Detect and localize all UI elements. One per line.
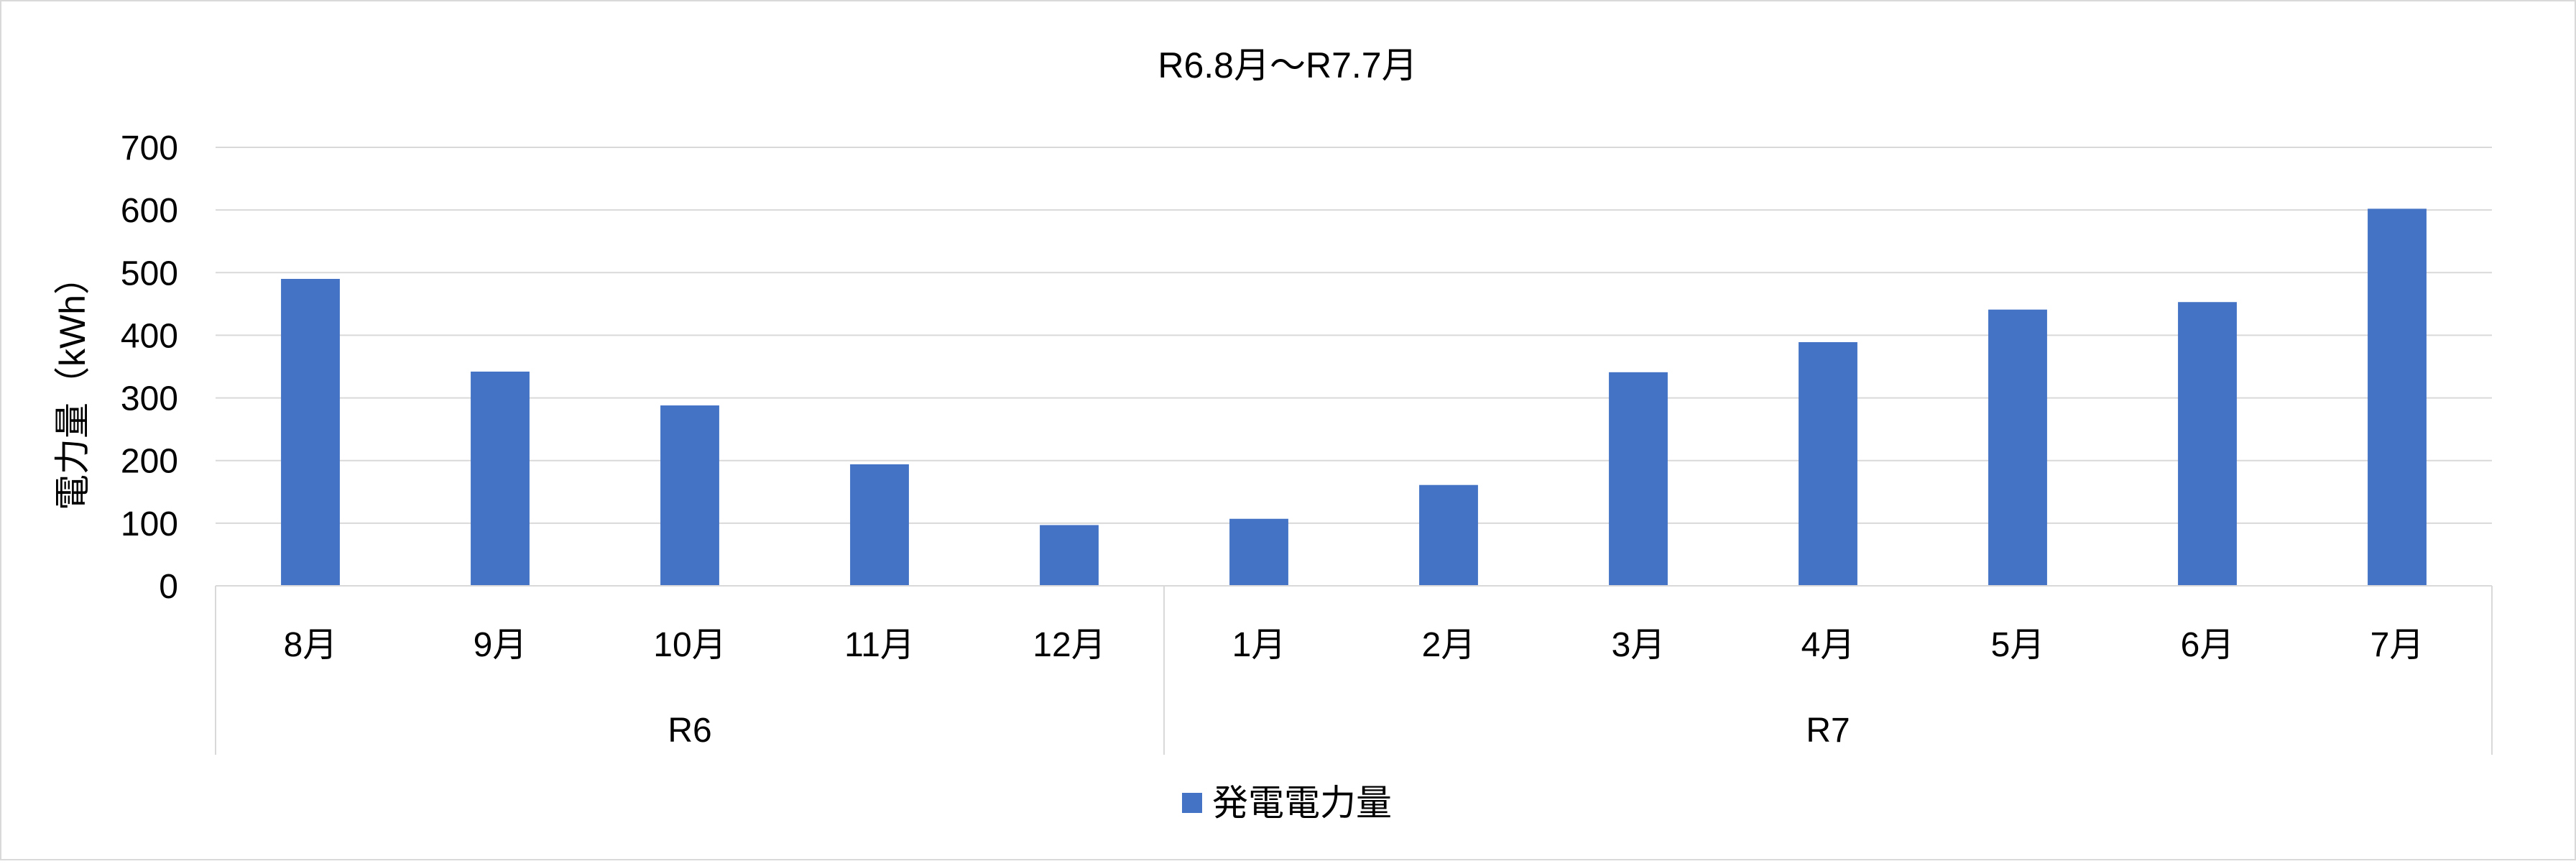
y-tick-label: 600 bbox=[121, 192, 178, 230]
x-tick-label: 5月 bbox=[1991, 626, 2045, 664]
y-tick-labels: 0 100 200 300 400 500 600 700 bbox=[121, 129, 178, 606]
x-tick-label: 11月 bbox=[844, 626, 915, 664]
x-tick-label: 6月 bbox=[2181, 626, 2235, 664]
x-tick-label: 12月 bbox=[1033, 626, 1105, 664]
bar bbox=[1229, 518, 1288, 586]
y-tick-label: 700 bbox=[121, 129, 178, 167]
x-tick-label: 8月 bbox=[284, 626, 338, 664]
x-tick-label: 4月 bbox=[1801, 626, 1855, 664]
x-tick-label: 9月 bbox=[474, 626, 527, 664]
legend: 発電電力量 bbox=[1182, 783, 1392, 823]
y-axis-label: 電力量（kWh） bbox=[52, 259, 93, 510]
x-group-label: R7 bbox=[1806, 712, 1850, 750]
x-axis bbox=[215, 585, 2493, 755]
x-tick-labels: 8月 9月 10月 11月 12月 1月 2月 3月 4月 5月 6月 7月 bbox=[284, 626, 2424, 664]
x-group-label: R6 bbox=[668, 712, 711, 750]
y-tick-label: 200 bbox=[121, 443, 178, 481]
bars bbox=[281, 208, 2427, 586]
y-tick-label: 300 bbox=[121, 380, 178, 418]
x-group-labels: R6 R7 bbox=[668, 712, 1850, 750]
x-tick-label: 3月 bbox=[1612, 626, 1666, 664]
x-tick-label: 2月 bbox=[1422, 626, 1476, 664]
bar bbox=[471, 371, 530, 586]
legend-label: 発電電力量 bbox=[1212, 783, 1392, 823]
x-tick-label: 1月 bbox=[1232, 626, 1286, 664]
y-tick-label: 400 bbox=[121, 317, 178, 355]
bar bbox=[2368, 208, 2427, 586]
bar bbox=[1419, 484, 1478, 586]
y-tick-label: 0 bbox=[159, 568, 178, 606]
x-tick-label: 10月 bbox=[653, 626, 726, 664]
bar bbox=[2178, 302, 2237, 586]
y-tick-label: 100 bbox=[121, 505, 178, 543]
bar bbox=[281, 279, 340, 586]
chart-title: R6.8月～R7.7月 bbox=[1158, 45, 1417, 86]
bar bbox=[660, 405, 719, 586]
bar bbox=[850, 464, 909, 586]
bar bbox=[1040, 525, 1099, 586]
legend-swatch bbox=[1182, 793, 1202, 813]
bar bbox=[1988, 309, 2047, 586]
bar bbox=[1799, 342, 1857, 586]
bar bbox=[1609, 372, 1668, 586]
x-tick-label: 7月 bbox=[2370, 626, 2424, 664]
y-tick-label: 500 bbox=[121, 254, 178, 293]
